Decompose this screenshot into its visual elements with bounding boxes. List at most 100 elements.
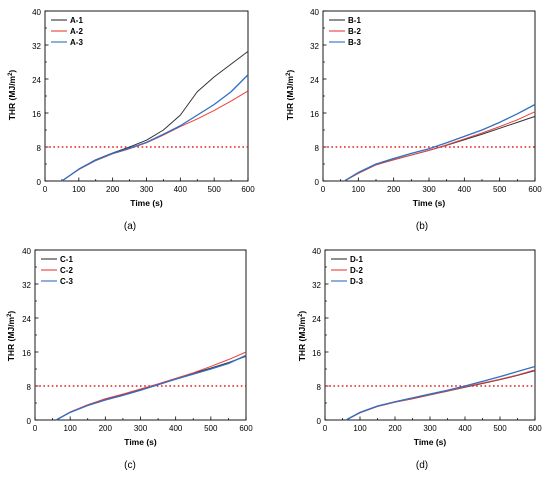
series-line-C-2 <box>55 351 247 421</box>
panel-b-ytick-5: 40 <box>310 8 319 17</box>
panel-c-ytick-0: 0 <box>27 417 32 426</box>
panel-d-ytick-5: 40 <box>312 247 321 256</box>
legend-label-B-2: B-2 <box>348 27 361 36</box>
panel-a-ytick-3: 24 <box>32 76 41 85</box>
panel-c-ytick-1: 8 <box>27 383 32 392</box>
series-line-C-1 <box>55 355 247 421</box>
panel-c-x-axis-label: Time (s) <box>124 437 157 447</box>
panel-b-xtick-2: 200 <box>387 185 401 194</box>
panel-a-y-axis-label: THR (MJ/m2) <box>7 70 17 121</box>
panel-b-xtick-3: 300 <box>422 185 436 194</box>
panel-a-caption: (a) <box>124 221 136 232</box>
panel-d: D-1D-2D-3 0 8 16 24 32 40 0 100 200 300 … <box>297 247 542 471</box>
panel-c-xtick-0: 0 <box>33 424 38 433</box>
panel-b-x-axis-label: Time (s) <box>413 198 446 208</box>
legend-label-A-3: A-3 <box>70 38 83 47</box>
panel-d-xtick-5: 500 <box>493 424 507 433</box>
panel-a-xtick-3: 300 <box>140 185 154 194</box>
panel-d-xtick-4: 400 <box>458 424 472 433</box>
panel-d-xtick-3: 300 <box>423 424 437 433</box>
panel-c-ytick-5: 40 <box>22 247 31 256</box>
panel-c: C-1C-2C-3 0 8 16 24 32 40 0 100 200 300 … <box>6 247 253 471</box>
panel-a-ytick-5: 40 <box>32 8 41 17</box>
panel-b: B-1B-2B-3 0 8 16 24 32 40 0 100 200 300 … <box>285 8 542 232</box>
panel-b-xtick-1: 100 <box>352 185 366 194</box>
legend-label-B-3: B-3 <box>348 38 361 47</box>
panel-c-xtick-3: 300 <box>134 424 148 433</box>
panel-c-caption: (c) <box>124 460 136 471</box>
panel-a-xtick-2: 200 <box>106 185 120 194</box>
panel-b-ytick-3: 24 <box>310 76 319 85</box>
panel-c-xtick-6: 600 <box>239 424 253 433</box>
legend-label-B-1: B-1 <box>348 16 361 25</box>
series-line-D-3 <box>345 365 536 421</box>
legend-label-C-3: C-3 <box>60 277 73 286</box>
legend-label-A-1: A-1 <box>70 16 83 25</box>
legend-label-D-1: D-1 <box>350 255 363 264</box>
panel-c-xtick-1: 100 <box>64 424 78 433</box>
panel-a-ytick-1: 8 <box>37 144 42 153</box>
panel-d-ytick-3: 24 <box>312 315 321 324</box>
panel-a-plot-frame <box>44 10 249 182</box>
panel-c-xtick-5: 500 <box>204 424 218 433</box>
panel-d-x-axis-label: Time (s) <box>414 437 447 447</box>
panel-b-y-axis-label: THR (MJ/m2) <box>285 70 295 121</box>
panel-b-caption: (b) <box>416 221 428 232</box>
panel-c-xtick-4: 400 <box>169 424 183 433</box>
panel-b-ytick-0: 0 <box>315 178 320 187</box>
panel-a-xtick-6: 600 <box>241 185 255 194</box>
series-line-B-3 <box>343 103 536 182</box>
panel-a-x-axis-label: Time (s) <box>130 198 163 208</box>
series-line-A-3 <box>61 74 249 182</box>
legend-label-D-2: D-2 <box>350 266 363 275</box>
legend-label-C-1: C-1 <box>60 255 73 264</box>
panel-c-plot-frame <box>34 249 247 421</box>
panel-d-ytick-0: 0 <box>317 417 322 426</box>
panel-a-xtick-0: 0 <box>43 185 48 194</box>
series-line-A-1 <box>61 50 249 182</box>
panel-d-marks: D-1 D-2 D-3 <box>324 249 536 421</box>
series-line-B-2 <box>343 111 536 182</box>
series-line-D-2 <box>345 369 536 421</box>
panel-b-ytick-1: 8 <box>315 144 320 153</box>
panel-d-xtick-1: 100 <box>353 424 367 433</box>
series-line-A-2 <box>61 90 249 182</box>
panel-b-ytick-4: 32 <box>310 42 319 51</box>
panel-b-xtick-6: 600 <box>528 185 542 194</box>
panel-c-xtick-2: 200 <box>99 424 113 433</box>
panel-b-ytick-2: 16 <box>310 110 319 119</box>
panel-d-ytick-2: 16 <box>312 349 321 358</box>
legend-label-D-3: D-3 <box>350 277 363 286</box>
panel-b-marks: B-1 B-2 B-3 <box>322 10 536 182</box>
panel-b-xtick-4: 400 <box>458 185 472 194</box>
panel-c-y-axis-label: THR (MJ/m2) <box>6 311 16 362</box>
panel-a-ytick-4: 32 <box>32 42 41 51</box>
panel-a: A-1A-2A-3 0 8 16 24 32 40 0 100 200 300 … <box>7 8 255 232</box>
panel-a-ytick-2: 16 <box>32 110 41 119</box>
panel-a-ytick-0: 0 <box>37 178 42 187</box>
panel-d-caption: (d) <box>416 460 428 471</box>
panel-d-xtick-0: 0 <box>323 424 328 433</box>
panel-a-marks: A-1 A-2 A-3 <box>44 10 249 182</box>
series-line-B-1 <box>343 115 536 182</box>
panel-d-ytick-1: 8 <box>317 383 322 392</box>
panel-a-xtick-5: 500 <box>208 185 222 194</box>
panel-b-xtick-5: 500 <box>493 185 507 194</box>
panel-b-xtick-0: 0 <box>321 185 326 194</box>
panel-c-ytick-4: 32 <box>22 281 31 290</box>
panel-a-xtick-4: 400 <box>174 185 188 194</box>
series-line-C-3 <box>55 354 247 421</box>
panel-d-ytick-4: 32 <box>312 281 321 290</box>
panel-c-marks: C-1 C-2 C-3 <box>34 249 247 421</box>
legend-label-A-2: A-2 <box>70 27 83 36</box>
legend-label-C-2: C-2 <box>60 266 73 275</box>
panel-d-y-axis-label: THR (MJ/m2) <box>297 311 307 362</box>
panel-d-xtick-6: 600 <box>528 424 542 433</box>
panel-c-ytick-2: 16 <box>22 349 31 358</box>
panel-b-plot-frame <box>322 10 536 182</box>
panel-d-xtick-2: 200 <box>388 424 402 433</box>
panel-c-ytick-3: 24 <box>22 315 31 324</box>
panel-a-xtick-1: 100 <box>72 185 86 194</box>
